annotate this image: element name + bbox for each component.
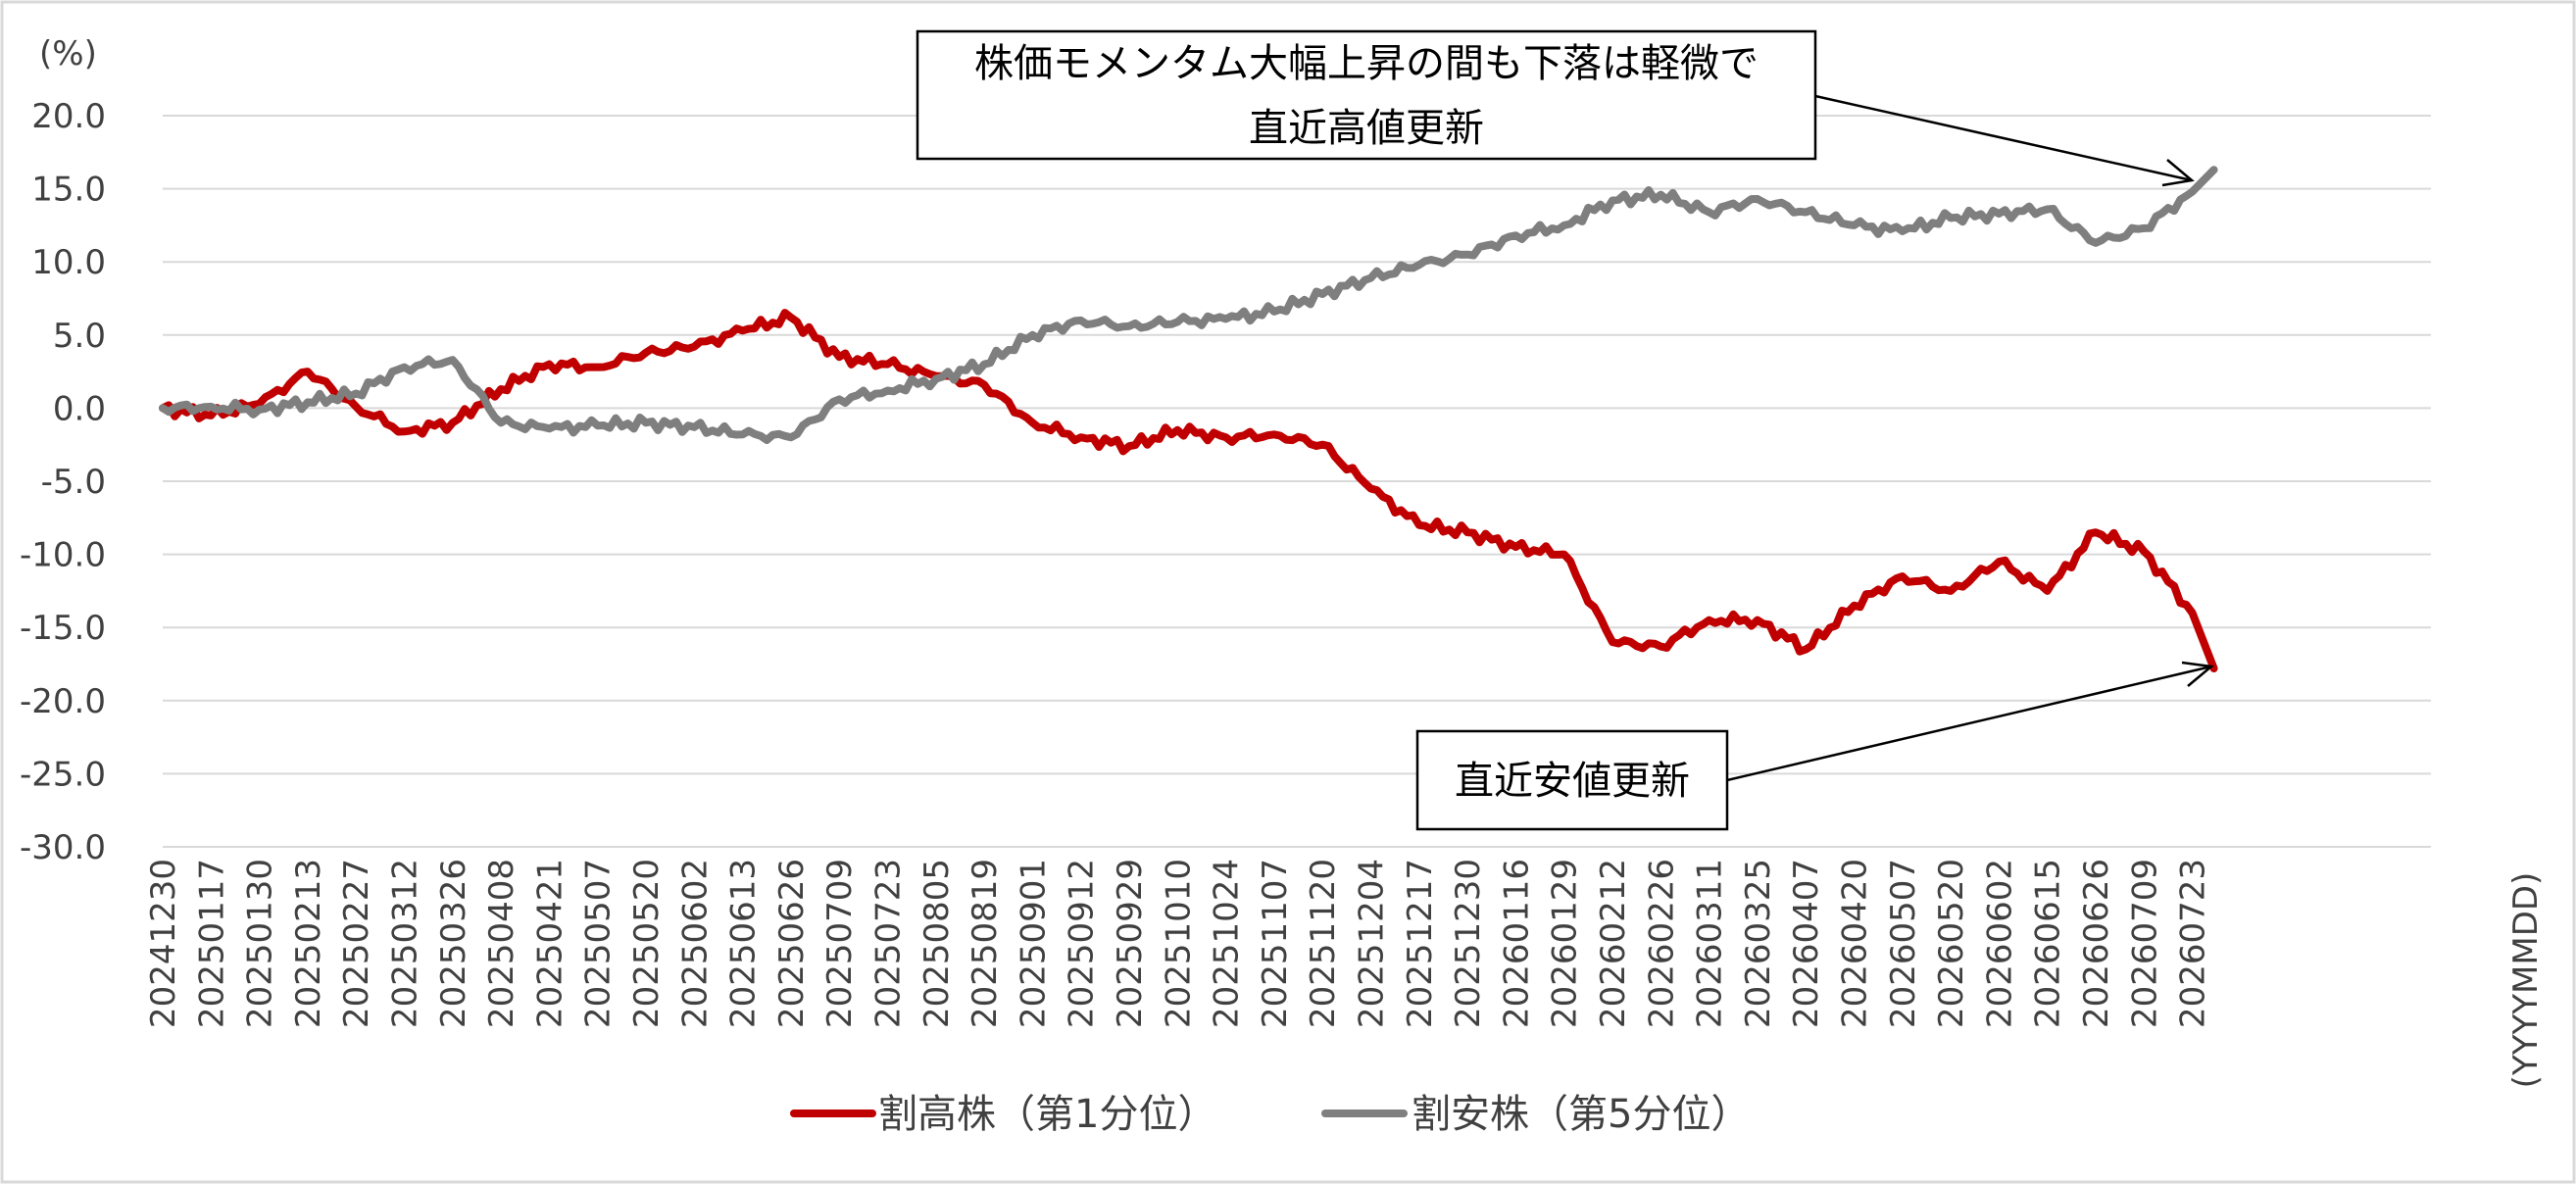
x-tick-label: 20250709 (820, 859, 860, 1028)
callout-low-arrowhead (2181, 661, 2214, 687)
y-tick-label: 20.0 (31, 97, 106, 136)
series-line-overvalued (159, 309, 2218, 672)
x-tick-label: 20250929 (1111, 859, 1150, 1028)
x-axis-unit: (YYYYMMDD) (2506, 872, 2546, 1089)
x-tick-label: 20260226 (1642, 859, 1681, 1028)
y-tick-label: 15.0 (31, 171, 106, 210)
callout-recent-low: 直近安値更新 (1415, 661, 2214, 831)
x-tick-label: 20250312 (386, 859, 425, 1028)
x-tick-label: 20251230 (1449, 859, 1488, 1028)
x-tick-label: 20250819 (966, 859, 1005, 1028)
callout-low-box (1415, 729, 1729, 831)
x-tick-label: 20250901 (1014, 859, 1053, 1028)
x-tick-label: 20250507 (579, 859, 619, 1028)
x-tick-label: 20260311 (1691, 859, 1730, 1028)
x-tick-label: 20250227 (337, 859, 376, 1028)
x-tick-label: 20260129 (1546, 859, 1585, 1028)
x-tick-label: 20251107 (1256, 859, 1295, 1028)
x-tick-label: 20250602 (675, 859, 715, 1028)
x-tick-label: 20260420 (1836, 859, 1875, 1028)
y-tick-label: -15.0 (20, 609, 106, 648)
x-tick-label: 20260602 (1980, 859, 2019, 1028)
y-tick-label: -5.0 (41, 463, 106, 502)
y-tick-label: -20.0 (20, 682, 106, 721)
x-tick-label: 20251010 (1159, 859, 1198, 1028)
x-tick-label: 20250805 (917, 859, 957, 1028)
x-tick-label: 20250520 (627, 859, 667, 1028)
legend-label-overvalued: 割高株（第1分位） (878, 1092, 1216, 1137)
x-tick-label: 20250213 (289, 859, 328, 1028)
y-tick-label: 5.0 (53, 317, 106, 356)
callout-high-arrowhead (2161, 159, 2195, 187)
x-tick-label: 20250326 (434, 859, 473, 1028)
callout-low-text: 直近安値更新 (1455, 759, 1690, 804)
x-tick-label: 20250723 (869, 859, 909, 1028)
x-tick-label: 20251024 (1208, 859, 1247, 1028)
x-tick-label: 20251120 (1304, 859, 1343, 1028)
y-tick-label: -25.0 (20, 755, 106, 794)
y-tick-label: 10.0 (31, 243, 106, 282)
y-tick-label: -10.0 (20, 536, 106, 575)
series-line-undervalued (159, 166, 2218, 444)
x-tick-label: 20251217 (1401, 859, 1440, 1028)
callout-recent-high: 株価モメンタム大幅上昇の間も下落は軽微で 直近高値更新 (916, 29, 2195, 187)
callout-high-line2: 直近高値更新 (1249, 106, 1484, 151)
callout-low-arrow (1726, 665, 2212, 782)
x-tick-label: 20260407 (1787, 859, 1826, 1028)
x-tick-label: 20260116 (1497, 859, 1536, 1028)
y-axis-unit: (%) (39, 34, 97, 74)
callout-high-arrow (1814, 94, 2193, 182)
x-tick-label: 20260325 (1739, 859, 1778, 1028)
x-tick-label: 20260723 (2174, 859, 2213, 1028)
series-lines (159, 166, 2218, 672)
callout-high-box (916, 29, 1817, 161)
x-tick-label: 20250626 (772, 859, 812, 1028)
x-tick-label: 20260626 (2077, 859, 2116, 1028)
x-tick-label: 20260615 (2029, 859, 2068, 1028)
callout-high-line1: 株価モメンタム大幅上昇の間も下落は軽微で (974, 41, 1759, 86)
legend-label-undervalued: 割安株（第5分位） (1412, 1092, 1750, 1137)
x-tick-label: 20260709 (2125, 859, 2164, 1028)
x-tick-label: 20250130 (241, 859, 280, 1028)
x-tick-label: 20251204 (1353, 859, 1392, 1028)
x-tick-label: 20250117 (192, 859, 231, 1028)
x-tick-label: 20250421 (530, 859, 570, 1028)
x-tick-label: 20260520 (1932, 859, 1971, 1028)
y-axis-tick-labels: 20.0 15.0 10.0 5.0 0.0 -5.0 -10.0 -15.0 -20.0 -25… (20, 97, 106, 867)
x-tick-label: 20260212 (1594, 859, 1633, 1028)
y-tick-label: 0.0 (53, 389, 106, 428)
legend: 割高株（第1分位） 割安株（第5分位） (790, 1092, 1750, 1137)
y-tick-label: -30.0 (20, 828, 106, 867)
x-tick-label: 20241230 (144, 859, 183, 1028)
x-tick-label: 20250613 (724, 859, 764, 1028)
x-tick-label: 20260507 (1884, 859, 1923, 1028)
x-tick-label: 20250408 (482, 859, 521, 1028)
x-tick-label: 20250912 (1063, 859, 1102, 1028)
grid-lines (163, 115, 2431, 848)
x-axis-tick-labels: 20241230 20250117 20250130 20250213 20250227… (144, 859, 2213, 1028)
